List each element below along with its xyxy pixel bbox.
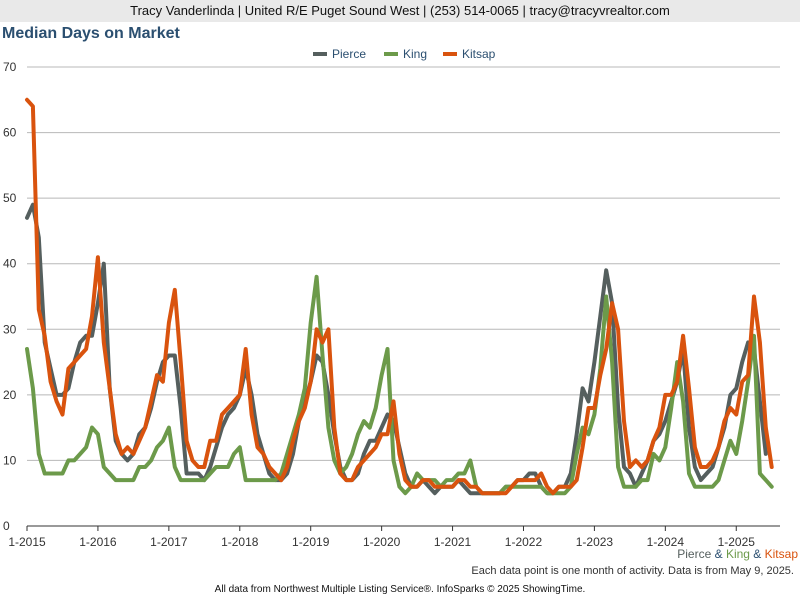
x-tick-label-10: 1-2025 — [718, 535, 756, 549]
series-line-king — [25, 274, 774, 496]
x-tick-label-4: 1-2019 — [292, 535, 330, 549]
y-tick-label-0: 0 — [3, 519, 10, 533]
footnote: Each data point is one month of activity… — [471, 565, 794, 577]
y-tick-label-60: 60 — [3, 126, 17, 140]
source-note: All data from Northwest Multiple Listing… — [214, 584, 586, 595]
legend-label-pierce: Pierce — [332, 47, 366, 61]
bottom-legend-pierce: Pierce — [677, 547, 712, 561]
bottom-legend-amp-2: & — [749, 547, 765, 561]
series-line-kitsap — [25, 97, 774, 496]
legend-label-kitsap: Kitsap — [462, 47, 496, 61]
x-tick-label-3: 1-2018 — [221, 535, 259, 549]
header-bar: Tracy Vanderlinda | United R/E Puget Sou… — [0, 0, 800, 22]
bottom-legend-king: King — [725, 547, 750, 561]
y-tick-label-30: 30 — [3, 322, 17, 336]
header-contact-text: Tracy Vanderlinda | United R/E Puget Sou… — [130, 3, 670, 18]
x-tick-label-9: 1-2024 — [647, 535, 685, 549]
x-tick-label-0: 1-2015 — [8, 535, 46, 549]
x-tick-label-2: 1-2017 — [150, 535, 188, 549]
x-tick-label-5: 1-2020 — [363, 535, 401, 549]
chart-title: Median Days on Market — [2, 25, 180, 42]
x-tick-label-1: 1-2016 — [79, 535, 117, 549]
bottom-legend: Pierce & King & Kitsap — [677, 547, 798, 561]
y-tick-label-70: 70 — [3, 60, 17, 74]
y-tick-label-10: 10 — [3, 453, 17, 467]
y-tick-label-20: 20 — [3, 388, 17, 402]
bottom-legend-kitsap: Kitsap — [764, 547, 798, 561]
series-line-pierce — [25, 202, 768, 496]
x-tick-label-7: 1-2022 — [505, 535, 543, 549]
legend-label-king: King — [403, 47, 427, 61]
x-tick-label-8: 1-2023 — [576, 535, 614, 549]
bottom-legend-amp-1: & — [711, 547, 726, 561]
y-tick-label-50: 50 — [3, 191, 17, 205]
x-tick-label-6: 1-2021 — [434, 535, 472, 549]
y-tick-label-40: 40 — [3, 257, 17, 271]
